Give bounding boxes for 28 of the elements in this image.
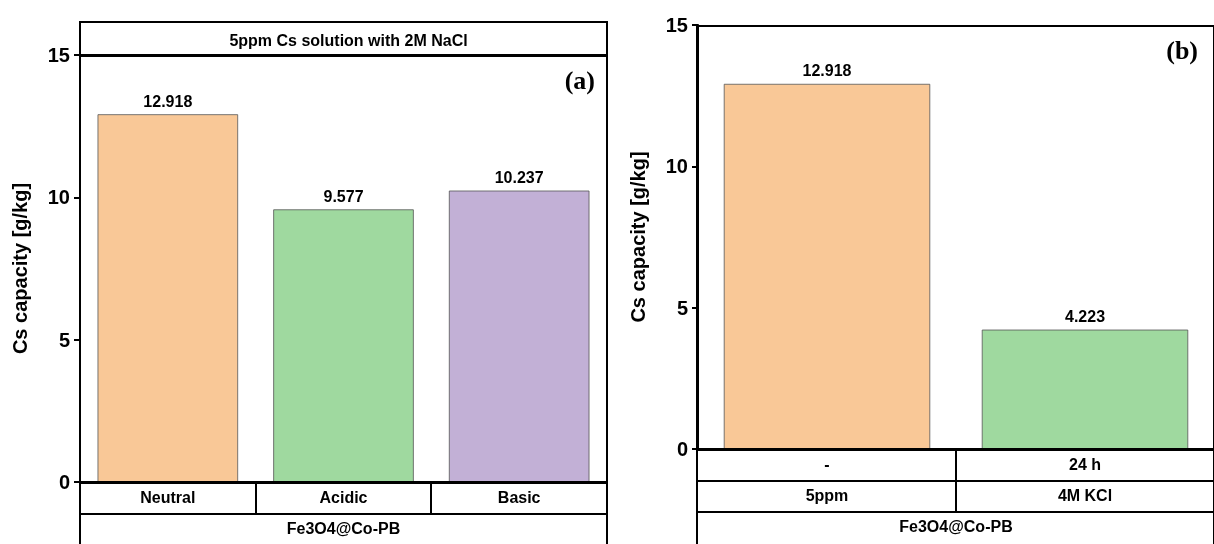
x-axis-title: Fe3O4@Co-PB [286,520,401,537]
data-label: 4.223 [1064,308,1106,326]
data-label: 12.918 [802,62,852,80]
bar [97,114,239,482]
y-tick-label: 0 [676,438,688,460]
y-tick-label: 10 [665,155,688,178]
y-tick-label: 5 [676,296,688,319]
y-axis-title: Cs capacity [g/kg] [627,151,649,323]
x-tick-label: Acidic [319,489,368,506]
annotation: (a) [564,65,596,95]
x-tick-label: Neutral [140,489,196,506]
y-tick-label: 5 [58,328,70,351]
data-label: 9.577 [323,187,364,205]
y-tick-label: 0 [58,471,70,493]
data-label: 12.918 [143,92,193,110]
y-tick-label: 10 [47,186,70,209]
y-tick-label: 15 [665,14,688,36]
chart-title: 5ppm Cs solution with 2M NaCl [229,31,468,49]
bar [273,209,414,482]
y-tick-label: 15 [47,44,70,66]
x-tick-label: - 5ppm [805,456,849,504]
x-tick-label: 24 h 4M KCl [1057,456,1113,504]
x-axis-title: Fe3O4@Co-PB [899,518,1013,535]
bar [448,190,590,482]
data-label: 10.237 [494,169,544,187]
x-tick-label: Basic [497,489,541,506]
y-axis-title: Cs capacity [g/kg] [9,182,31,355]
annotation: (b) [1166,35,1198,65]
